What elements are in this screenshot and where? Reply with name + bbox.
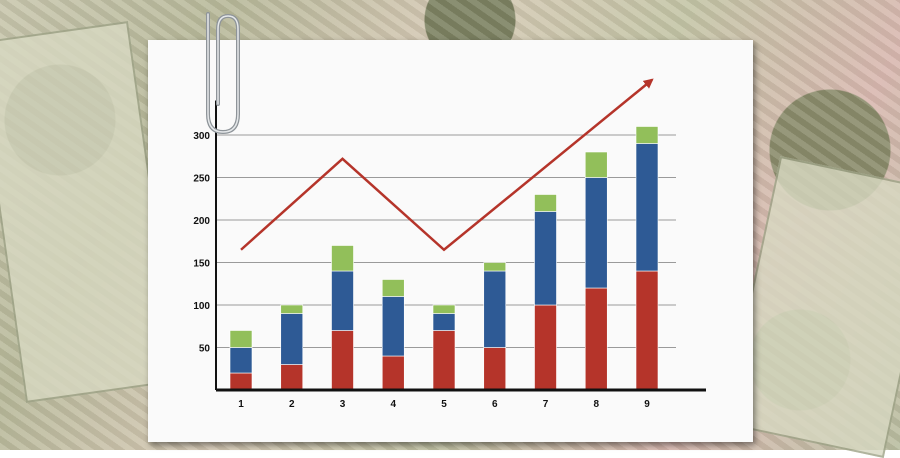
y-tick-label: 250	[193, 174, 210, 185]
x-tick-label: 7	[543, 399, 549, 410]
axes	[215, 100, 706, 392]
x-tick-label: 4	[390, 399, 396, 410]
bar-segment	[584, 177, 608, 289]
bar-segment	[229, 347, 253, 374]
bar-segment	[635, 126, 659, 144]
y-tick-label: 200	[193, 216, 210, 227]
bar-segment	[229, 372, 253, 391]
bar-segment	[584, 151, 608, 178]
bar-segment	[483, 347, 507, 391]
bar-segment	[635, 270, 659, 391]
x-tick-label: 2	[289, 399, 295, 410]
bar-segment	[280, 313, 304, 365]
tick-labels: 50 100 150 200 250 300 1 2 3 4 5 6 7 8 9	[193, 131, 650, 410]
bar-segment	[483, 262, 507, 272]
bar-segment	[432, 304, 456, 314]
bar-segment	[584, 287, 608, 391]
bar-segment	[331, 330, 354, 391]
y-tick-label: 50	[199, 344, 211, 355]
y-tick-label: 100	[193, 301, 210, 312]
x-tick-label: 1	[238, 399, 244, 410]
bar-segment	[381, 296, 405, 357]
trend-arrow	[240, 78, 654, 252]
y-tick-label: 150	[193, 259, 210, 270]
bar-segment	[280, 304, 304, 314]
bar-segment	[381, 355, 405, 391]
bar-segment	[534, 211, 557, 306]
x-tick-label: 8	[593, 399, 599, 410]
x-tick-label: 9	[644, 399, 650, 410]
stacked-bar-chart: 50 100 150 200 250 300 1 2 3 4 5 6 7 8 9	[193, 78, 706, 410]
x-tick-label: 5	[441, 399, 447, 410]
bar-segment	[381, 279, 405, 297]
bar-segment	[534, 194, 557, 212]
paperclip-icon	[206, 12, 240, 135]
trend-line	[240, 78, 654, 252]
bar-segment	[432, 330, 456, 391]
bar-segment	[280, 364, 304, 391]
bars	[229, 126, 659, 391]
x-tick-label: 6	[492, 399, 498, 410]
bar-segment	[229, 330, 253, 348]
bar-segment	[635, 143, 659, 272]
bar-segment	[432, 313, 456, 331]
bar-segment	[331, 270, 354, 331]
bar-segment	[331, 245, 354, 272]
bar-segment	[534, 304, 557, 391]
y-tick-label: 300	[193, 131, 210, 142]
bar-segment	[483, 270, 507, 348]
x-tick-label: 3	[340, 399, 346, 410]
